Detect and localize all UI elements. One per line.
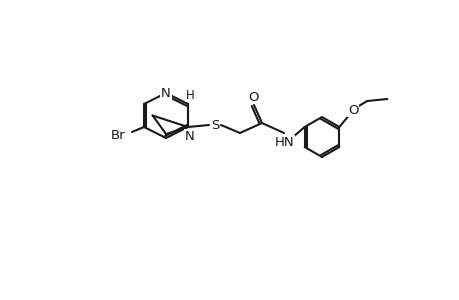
Text: N: N bbox=[185, 130, 195, 142]
Text: H: H bbox=[185, 88, 194, 101]
Text: HN: HN bbox=[274, 136, 294, 148]
Text: N: N bbox=[161, 86, 170, 100]
Text: Br: Br bbox=[111, 128, 125, 142]
Text: S: S bbox=[210, 118, 218, 131]
Text: O: O bbox=[347, 103, 358, 116]
Text: O: O bbox=[248, 91, 259, 103]
